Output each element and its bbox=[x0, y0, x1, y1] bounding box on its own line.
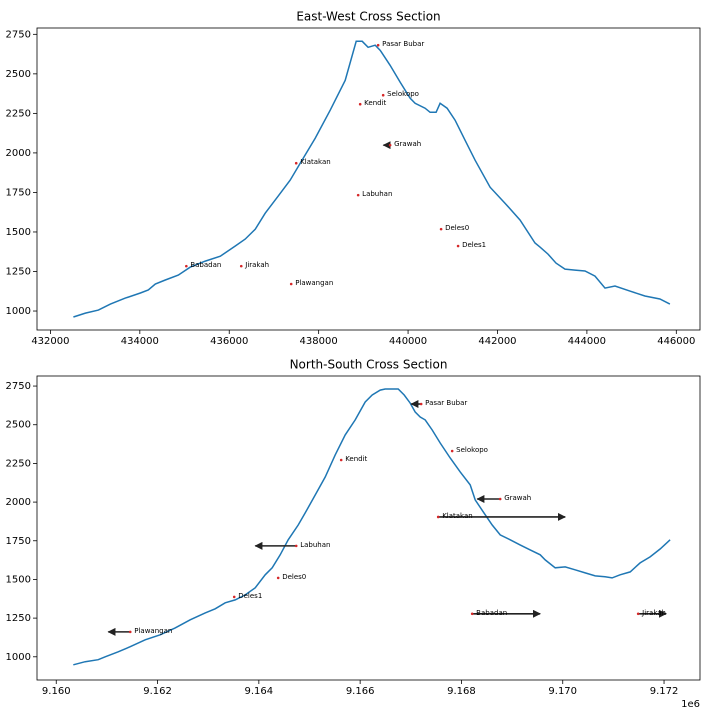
y-tick-label: 2000 bbox=[6, 497, 31, 508]
x-tick-label: 9.164 bbox=[245, 686, 274, 697]
y-tick-label: 2250 bbox=[6, 108, 31, 119]
station-label: Babadan bbox=[476, 609, 507, 617]
station-point bbox=[439, 227, 443, 231]
station-point bbox=[376, 43, 380, 47]
station-label: Selokopo bbox=[387, 90, 419, 98]
x-tick-label: 434000 bbox=[121, 336, 159, 347]
x-tick-label: 436000 bbox=[210, 336, 248, 347]
y-tick-label: 2500 bbox=[6, 420, 31, 431]
station-label: Labuhan bbox=[362, 190, 392, 198]
x-tick-label: 444000 bbox=[568, 336, 606, 347]
station-label: Deles1 bbox=[238, 592, 262, 600]
station-point bbox=[239, 264, 243, 268]
station-label: Pasar Bubar bbox=[425, 399, 467, 407]
y-tick-label: 1500 bbox=[6, 574, 31, 585]
station-label: Babadan bbox=[190, 261, 221, 269]
y-tick-label: 1000 bbox=[6, 306, 31, 317]
subplot: East-West Cross Section Pasar Bubar Seloko… bbox=[6, 10, 701, 347]
x-tick-label: 440000 bbox=[389, 336, 427, 347]
y-tick-label: 2250 bbox=[6, 458, 31, 469]
profile-line bbox=[73, 388, 671, 666]
y-tick-label: 1250 bbox=[6, 613, 31, 624]
station-label: Deles1 bbox=[462, 241, 486, 249]
x-tick-label: 9.160 bbox=[42, 686, 71, 697]
y-tick-label: 1750 bbox=[6, 536, 31, 547]
station-label: Grawah bbox=[394, 140, 421, 148]
station-point bbox=[470, 612, 474, 616]
station-point bbox=[356, 193, 360, 197]
station-point bbox=[289, 282, 293, 286]
station-point bbox=[128, 630, 132, 634]
station-point bbox=[388, 143, 392, 147]
station-label: Labuhan bbox=[300, 541, 330, 549]
station-point bbox=[436, 515, 440, 519]
y-tick-label: 1000 bbox=[6, 652, 31, 663]
axes-frame bbox=[36, 27, 701, 331]
station-label: Deles0 bbox=[282, 573, 306, 581]
station-point bbox=[232, 595, 236, 599]
y-tick-label: 2750 bbox=[6, 381, 31, 392]
station-label: Jirakah bbox=[244, 261, 269, 269]
axes-frame bbox=[36, 375, 701, 681]
chart-title: North-South Cross Section bbox=[290, 358, 448, 372]
x-tick-label: 432000 bbox=[31, 336, 69, 347]
y-tick-label: 1750 bbox=[6, 187, 31, 198]
x-tick-label: 9.168 bbox=[447, 686, 476, 697]
station-point bbox=[456, 244, 460, 248]
y-tick-label: 2000 bbox=[6, 148, 31, 159]
station-label: Klatakan bbox=[442, 512, 473, 520]
station-label: Selokopo bbox=[456, 446, 488, 454]
x-tick-label: 442000 bbox=[478, 336, 516, 347]
station-point bbox=[381, 93, 385, 97]
station-point bbox=[498, 497, 502, 501]
station-label: Jirakah bbox=[641, 609, 666, 617]
profile-line bbox=[73, 40, 671, 318]
station-point bbox=[339, 458, 343, 462]
station-label: Pasar Bubar bbox=[382, 40, 424, 48]
station-label: Klatakan bbox=[300, 158, 331, 166]
subplot: North-South Cross Section Pasar Bubar Selo… bbox=[6, 358, 701, 710]
station-label: Kendit bbox=[364, 99, 386, 107]
station-point bbox=[294, 544, 298, 548]
station-point bbox=[276, 576, 280, 580]
station-point bbox=[185, 264, 188, 268]
station-point bbox=[294, 161, 298, 165]
y-tick-label: 1250 bbox=[6, 266, 31, 277]
x-tick-label: 9.172 bbox=[650, 686, 679, 697]
y-tick-label: 2500 bbox=[6, 69, 31, 80]
plot-area: Pasar Bubar Selokopo Kendit Grawah Klatakan L… bbox=[73, 388, 671, 666]
y-tick-label: 2750 bbox=[6, 29, 31, 40]
station-label: Plawangan bbox=[134, 627, 172, 635]
station-label: Kendit bbox=[345, 455, 367, 463]
x-tick-label: 438000 bbox=[300, 336, 338, 347]
x-tick-label: 9.170 bbox=[548, 686, 577, 697]
station-point bbox=[450, 449, 454, 453]
station-point bbox=[358, 102, 362, 106]
chart-title: East-West Cross Section bbox=[296, 10, 440, 24]
y-tick-label: 1500 bbox=[6, 227, 31, 238]
station-point bbox=[636, 612, 640, 616]
x-offset-label: 1e6 bbox=[681, 699, 700, 710]
station-label: Deles0 bbox=[445, 224, 469, 232]
station-label: Plawangan bbox=[295, 279, 333, 287]
x-tick-label: 9.162 bbox=[143, 686, 172, 697]
station-point bbox=[419, 402, 423, 406]
x-tick-label: 9.166 bbox=[346, 686, 375, 697]
x-tick-label: 446000 bbox=[657, 336, 695, 347]
station-label: Grawah bbox=[504, 494, 531, 502]
